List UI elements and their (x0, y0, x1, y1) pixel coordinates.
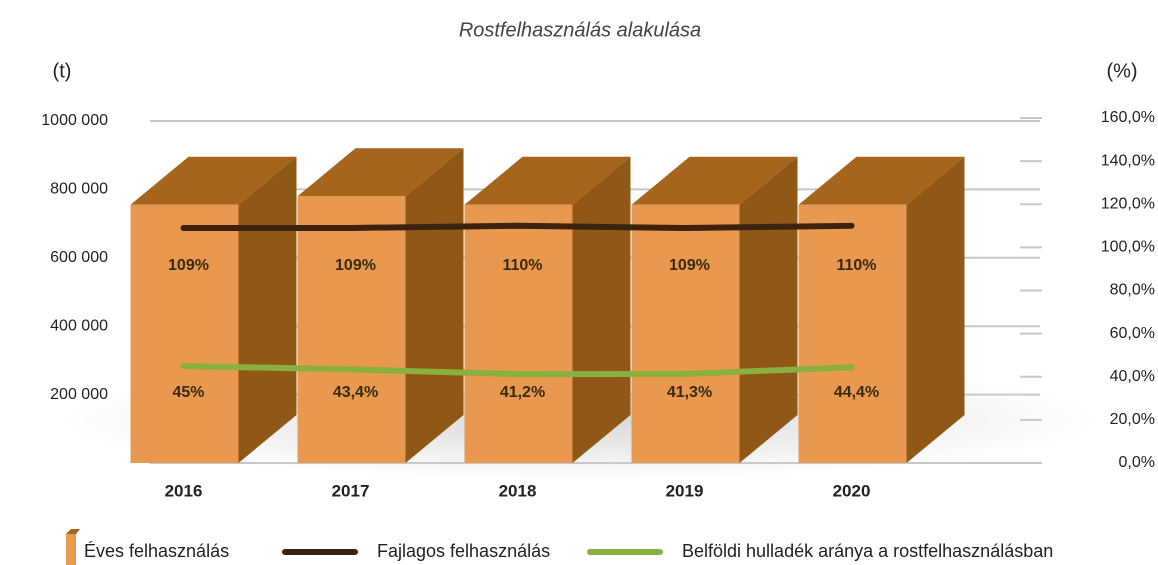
legend-label: Belföldi hulladék aránya a rostfelhaszná… (682, 541, 1053, 561)
y-axis-label: (t) (53, 60, 72, 82)
bar-3d (798, 156, 965, 464)
bar (130, 204, 239, 464)
y-tick-label: 800 000 (50, 181, 108, 198)
y-tick-label: 600 000 (50, 249, 108, 266)
y2-tick-label: 0,0% (1119, 454, 1155, 471)
data-label: 109% (335, 257, 376, 274)
bar-3d (297, 148, 464, 464)
data-label: 110% (502, 257, 542, 274)
data-label: 110% (836, 257, 876, 274)
bar (464, 204, 573, 464)
x-tick-label: 2020 (833, 481, 871, 500)
line (180, 222, 855, 231)
x-tick-label: 2017 (332, 481, 370, 500)
y2-tick-label: 160,0% (1101, 109, 1155, 126)
y2-tick-label: 20,0% (1110, 411, 1155, 428)
y2-tick-label: 100,0% (1101, 239, 1155, 256)
x-tick-label: 2018 (499, 481, 537, 500)
x-tick-label: 2019 (666, 481, 704, 500)
data-label: 109% (669, 257, 710, 274)
bar-top (297, 148, 464, 197)
y2-tick-label: 80,0% (1110, 282, 1155, 299)
bar-side (906, 156, 965, 464)
bar-top (464, 156, 631, 205)
bar-3d (631, 156, 798, 464)
legend-swatch-top (66, 529, 80, 534)
legend-label: Éves felhasználás (84, 541, 229, 561)
line (180, 362, 855, 378)
bar-top (631, 156, 798, 205)
y2-tick-label: 120,0% (1101, 195, 1155, 212)
data-label: 45% (172, 384, 204, 401)
data-label: 44,4% (834, 384, 879, 401)
data-label: 41,3% (667, 384, 712, 401)
bar-side (572, 156, 631, 464)
bar (631, 204, 740, 464)
bar-3d (130, 156, 297, 464)
x-tick-label: 2016 (165, 481, 203, 500)
bar-top (130, 156, 297, 205)
bar-top (798, 156, 965, 205)
legend-label: Fajlagos felhasználás (377, 541, 550, 561)
legend-swatch (66, 534, 76, 565)
data-label: 41,2% (500, 384, 545, 401)
y-tick-label: 1000 000 (41, 112, 108, 129)
y2-axis-label: (%) (1106, 60, 1137, 82)
bar-3d (464, 156, 631, 464)
chart-title: Rostfelhasználás alakulása (459, 19, 701, 41)
bar (297, 196, 406, 464)
data-label: 43,4% (333, 384, 378, 401)
y2-tick-label: 60,0% (1110, 325, 1155, 342)
data-label: 109% (168, 257, 209, 274)
bar-side (405, 148, 464, 464)
y2-tick-label: 40,0% (1110, 368, 1155, 385)
y-tick-label: 400 000 (50, 317, 108, 334)
bar (798, 204, 907, 464)
bar-side (739, 156, 798, 464)
y2-tick-label: 140,0% (1101, 152, 1155, 169)
bar-side (238, 156, 297, 464)
y-tick-label: 200 000 (50, 386, 108, 403)
